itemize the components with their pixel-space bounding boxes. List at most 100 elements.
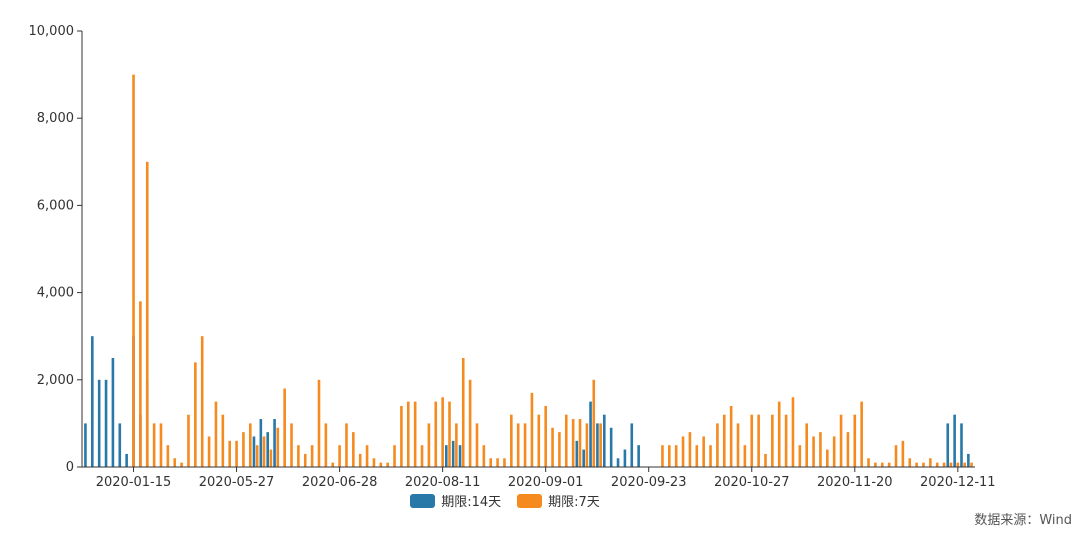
- bar-7d[interactable]: [537, 414, 541, 467]
- bar-7d[interactable]: [901, 440, 905, 467]
- bar-7d[interactable]: [777, 401, 781, 467]
- bar-7d[interactable]: [805, 423, 809, 467]
- bar-7d[interactable]: [221, 414, 225, 467]
- bar-7d[interactable]: [935, 462, 939, 467]
- bar-7d[interactable]: [290, 423, 293, 467]
- bar-7d[interactable]: [496, 458, 499, 467]
- bar-7d[interactable]: [963, 462, 966, 467]
- bar-14d[interactable]: [623, 449, 627, 467]
- bar-7d[interactable]: [482, 445, 486, 467]
- bar-7d[interactable]: [324, 423, 328, 467]
- bar-14d[interactable]: [967, 453, 970, 467]
- bar-14d[interactable]: [445, 445, 448, 467]
- bar-14d[interactable]: [575, 440, 579, 467]
- bar-7d[interactable]: [283, 388, 286, 467]
- bar-7d[interactable]: [406, 401, 410, 467]
- bar-7d[interactable]: [489, 458, 493, 467]
- bar-7d[interactable]: [551, 427, 554, 467]
- bar-7d[interactable]: [503, 458, 506, 467]
- bar-7d[interactable]: [771, 414, 774, 467]
- bar-7d[interactable]: [798, 445, 802, 467]
- bar-14d[interactable]: [84, 423, 87, 467]
- bar-7d[interactable]: [248, 423, 252, 467]
- legend-item-14[interactable]: 期限:14天: [410, 491, 501, 510]
- bar-14d[interactable]: [458, 445, 462, 467]
- bar-7d[interactable]: [166, 445, 170, 467]
- bar-7d[interactable]: [558, 432, 561, 467]
- bar-7d[interactable]: [159, 423, 163, 467]
- bar-7d[interactable]: [832, 436, 836, 467]
- bar-7d[interactable]: [853, 414, 857, 467]
- bar-7d[interactable]: [297, 445, 300, 467]
- bar-7d[interactable]: [145, 161, 149, 468]
- bar-7d[interactable]: [716, 423, 719, 467]
- bar-7d[interactable]: [310, 445, 314, 467]
- bar-7d[interactable]: [880, 462, 884, 467]
- bar-14d[interactable]: [97, 379, 101, 467]
- bar-14d[interactable]: [266, 432, 270, 467]
- bar-7d[interactable]: [709, 445, 712, 467]
- bar-7d[interactable]: [434, 401, 438, 467]
- bar-7d[interactable]: [393, 445, 396, 467]
- bar-7d[interactable]: [303, 453, 307, 467]
- bar-7d[interactable]: [372, 458, 376, 467]
- bar-7d[interactable]: [970, 462, 973, 467]
- bar-7d[interactable]: [585, 423, 589, 467]
- bar-7d[interactable]: [358, 453, 362, 467]
- bar-7d[interactable]: [949, 462, 953, 467]
- bar-7d[interactable]: [331, 462, 335, 467]
- bar-7d[interactable]: [592, 379, 596, 467]
- bar-7d[interactable]: [860, 401, 863, 467]
- bar-7d[interactable]: [826, 449, 829, 467]
- bar-7d[interactable]: [475, 423, 479, 467]
- bar-7d[interactable]: [530, 392, 534, 467]
- bar-7d[interactable]: [942, 462, 946, 467]
- bar-7d[interactable]: [564, 414, 568, 467]
- bar-7d[interactable]: [187, 414, 190, 467]
- bar-7d[interactable]: [784, 414, 788, 467]
- bar-7d[interactable]: [207, 436, 211, 467]
- bar-7d[interactable]: [750, 414, 754, 467]
- bar-7d[interactable]: [255, 445, 259, 467]
- bar-7d[interactable]: [365, 445, 369, 467]
- bar-7d[interactable]: [448, 401, 451, 467]
- bar-14d[interactable]: [602, 414, 606, 467]
- bar-7d[interactable]: [578, 419, 582, 467]
- bar-7d[interactable]: [352, 432, 355, 467]
- bar-7d[interactable]: [874, 462, 877, 467]
- bar-14d[interactable]: [259, 419, 263, 467]
- bar-7d[interactable]: [668, 445, 671, 467]
- bar-7d[interactable]: [722, 414, 726, 467]
- bar-7d[interactable]: [757, 414, 760, 467]
- bar-7d[interactable]: [695, 445, 699, 467]
- bar-7d[interactable]: [242, 432, 245, 467]
- bar-7d[interactable]: [887, 462, 891, 467]
- bar-7d[interactable]: [812, 436, 815, 467]
- bar-7d[interactable]: [674, 445, 678, 467]
- bar-14d[interactable]: [637, 445, 640, 467]
- bar-7d[interactable]: [379, 462, 383, 467]
- bar-14d[interactable]: [589, 401, 592, 467]
- bar-7d[interactable]: [688, 432, 692, 467]
- bar-7d[interactable]: [200, 336, 204, 467]
- bar-7d[interactable]: [791, 397, 795, 467]
- bar-7d[interactable]: [867, 458, 870, 467]
- bar-14d[interactable]: [582, 449, 585, 467]
- bar-14d[interactable]: [252, 436, 256, 467]
- bar-7d[interactable]: [764, 453, 767, 467]
- bar-14d[interactable]: [118, 423, 122, 467]
- bar-7d[interactable]: [235, 440, 238, 467]
- bar-7d[interactable]: [929, 458, 932, 467]
- bar-7d[interactable]: [571, 419, 575, 467]
- bar-7d[interactable]: [194, 362, 197, 467]
- bar-14d[interactable]: [946, 423, 950, 467]
- bar-7d[interactable]: [420, 445, 424, 467]
- bar-7d[interactable]: [461, 358, 465, 467]
- bar-7d[interactable]: [846, 432, 850, 467]
- bar-7d[interactable]: [413, 401, 417, 467]
- bar-7d[interactable]: [743, 445, 747, 467]
- bar-7d[interactable]: [386, 462, 389, 467]
- bar-7d[interactable]: [681, 436, 685, 467]
- bar-7d[interactable]: [338, 445, 341, 467]
- bar-7d[interactable]: [839, 414, 843, 467]
